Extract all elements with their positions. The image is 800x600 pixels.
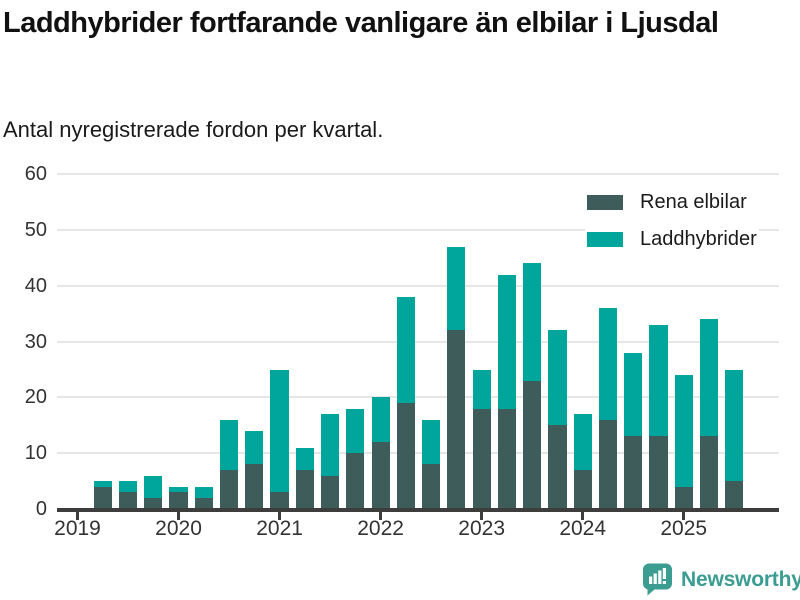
bar-segment-laddhybrider <box>598 308 618 420</box>
bar-segment-rena-elbilar <box>548 425 567 509</box>
bar-segment-rena-elbilar <box>649 436 668 509</box>
bar-segment-laddhybrider <box>371 397 390 443</box>
y-tick-label-60: 60 <box>24 163 47 186</box>
bar-segment-laddhybrider <box>245 430 264 465</box>
gridline-60 <box>57 173 779 176</box>
bar-segment-laddhybrider <box>699 319 719 437</box>
bar-segment-rena-elbilar <box>422 464 441 509</box>
x-axis-tick-2025 <box>682 511 686 520</box>
bar-segment-laddhybrider <box>472 369 491 409</box>
bar-segment-rena-elbilar <box>371 442 390 509</box>
bar-segment-laddhybrider <box>624 352 643 437</box>
bar-segment-rena-elbilar <box>93 486 112 509</box>
x-axis-line <box>57 507 779 512</box>
bar-segment-laddhybrider <box>497 274 516 409</box>
bar-segment-laddhybrider <box>523 263 542 381</box>
x-tick-label-2023: 2023 <box>458 517 506 540</box>
x-tick-label-2020: 2020 <box>155 517 202 540</box>
legend-label-laddhybrider: Laddhybrider <box>640 228 757 250</box>
bar-segment-laddhybrider <box>270 369 289 493</box>
legend: Rena elbilar Laddhybrider <box>585 190 759 264</box>
gridline-30 <box>57 340 779 343</box>
x-tick-label-2021: 2021 <box>256 517 303 540</box>
y-tick-label-10: 10 <box>24 442 47 465</box>
x-axis-tick-2023 <box>480 511 484 520</box>
bar-segment-laddhybrider <box>447 246 466 331</box>
legend-item-rena-elbilar: Rena elbilar <box>585 190 759 215</box>
bar-segment-rena-elbilar <box>219 469 239 509</box>
bar-segment-laddhybrider <box>548 330 567 426</box>
bar-segment-laddhybrider <box>93 481 112 487</box>
x-axis-tick-2024 <box>581 511 585 520</box>
bar-segment-laddhybrider <box>422 419 441 465</box>
bar-segment-rena-elbilar <box>295 469 314 509</box>
bar-segment-rena-elbilar <box>497 408 516 509</box>
y-tick-label-50: 50 <box>24 219 47 241</box>
legend-label-rena-elbilar: Rena elbilar <box>640 191 747 213</box>
y-tick-label-40: 40 <box>24 274 47 297</box>
x-tick-label-2019: 2019 <box>54 517 101 540</box>
legend-swatch-laddhybrider <box>587 232 623 247</box>
bar-segment-rena-elbilar <box>699 436 719 509</box>
chart-title: Laddhybrider fortfarande vanligare än el… <box>3 7 719 39</box>
bar-segment-rena-elbilar <box>447 330 466 509</box>
x-tick-label-2025: 2025 <box>660 517 708 540</box>
bar-segment-rena-elbilar <box>725 481 744 509</box>
bar-segment-laddhybrider <box>169 486 188 493</box>
newsworthy-logo: Newsworthy <box>642 563 800 596</box>
legend-item-laddhybrider: Laddhybrider <box>585 227 759 252</box>
x-tick-label-2024: 2024 <box>559 517 607 540</box>
newsworthy-wordmark: Newsworthy <box>681 567 800 591</box>
bar-segment-rena-elbilar <box>118 492 138 509</box>
bar-segment-rena-elbilar <box>674 486 693 509</box>
gridline-20 <box>57 396 779 399</box>
x-axis-tick-2020 <box>177 511 181 520</box>
gridline-40 <box>57 284 779 287</box>
bar-segment-laddhybrider <box>194 486 213 498</box>
gridline-10 <box>57 452 779 455</box>
bar-segment-laddhybrider <box>295 447 314 470</box>
x-tick-label-2022: 2022 <box>357 517 404 540</box>
x-axis-tick-2021 <box>278 511 282 520</box>
bar-segment-laddhybrider <box>144 475 163 498</box>
bar-segment-rena-elbilar <box>523 380 542 509</box>
x-axis-tick-2022 <box>379 511 383 520</box>
bar-segment-laddhybrider <box>649 324 668 437</box>
chart-subtitle: Antal nyregistrerade fordon per kvartal. <box>3 117 384 142</box>
legend-swatch-rena-elbilar <box>587 195 623 210</box>
bar-segment-rena-elbilar <box>194 497 213 509</box>
y-tick-label-0: 0 <box>35 498 47 520</box>
bar-segment-rena-elbilar <box>270 492 289 509</box>
bar-segment-laddhybrider <box>725 369 744 482</box>
y-tick-label-20: 20 <box>24 386 47 409</box>
bar-segment-laddhybrider <box>118 481 138 493</box>
bar-segment-rena-elbilar <box>169 492 188 509</box>
x-axis-tick-2019 <box>76 511 79 520</box>
bar-segment-rena-elbilar <box>396 402 415 509</box>
bar-segment-rena-elbilar <box>346 453 365 509</box>
bar-segment-laddhybrider <box>219 419 239 470</box>
bar-segment-rena-elbilar <box>624 436 643 509</box>
bar-segment-rena-elbilar <box>573 469 592 509</box>
bar-segment-laddhybrider <box>674 375 693 487</box>
bar-segment-rena-elbilar <box>472 408 491 509</box>
newsworthy-icon <box>643 563 672 596</box>
bar-segment-laddhybrider <box>573 414 592 470</box>
bar-segment-rena-elbilar <box>245 464 264 509</box>
y-tick-label-30: 30 <box>24 330 47 353</box>
bar-segment-laddhybrider <box>396 296 415 403</box>
bar-segment-rena-elbilar <box>144 497 163 509</box>
gridline-50 <box>57 229 779 231</box>
bar-segment-laddhybrider <box>346 408 365 454</box>
bar-segment-rena-elbilar <box>598 419 618 509</box>
bar-segment-rena-elbilar <box>321 475 340 509</box>
bar-segment-laddhybrider <box>321 414 340 476</box>
